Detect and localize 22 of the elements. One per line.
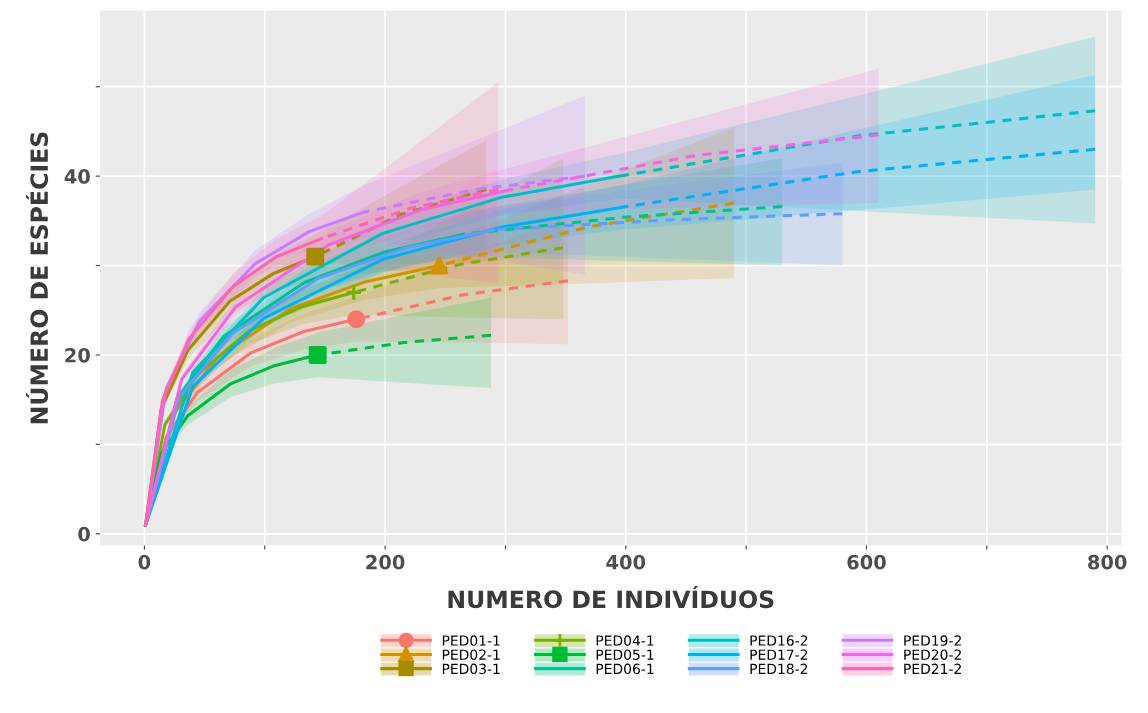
legend-label: PED02-1 xyxy=(442,649,500,660)
y-tick-label: 0 xyxy=(78,526,90,542)
legend-label: PED19-2 xyxy=(904,635,961,646)
legend-label: PED17-2 xyxy=(750,649,808,660)
x-tick-label: 400 xyxy=(606,554,646,570)
legend-label: PED03-1 xyxy=(442,663,500,675)
x-tick-label: 800 xyxy=(1088,554,1127,570)
x-tick-label: 0 xyxy=(138,554,151,570)
y-tick-label: 40 xyxy=(64,169,90,184)
legend-label: PED20-2 xyxy=(904,649,961,660)
x-axis-title: NUMERO DE INDIVÍDUOS xyxy=(448,586,774,609)
legend-label: PED06-1 xyxy=(596,663,654,675)
legend-label: PED21-2 xyxy=(904,663,961,674)
legend-label: PED01-1 xyxy=(442,635,500,646)
x-tick-label: 600 xyxy=(847,554,886,570)
legend-label: PED18-2 xyxy=(750,663,808,675)
y-axis-title: NÚMERO DE ESPÉCIES xyxy=(25,132,49,424)
x-tick-label: 200 xyxy=(366,554,405,570)
legend-label: PED16-2 xyxy=(750,635,808,646)
legend-label: PED04-1 xyxy=(596,635,654,646)
legend-label: PED05-1 xyxy=(596,649,654,660)
y-tick-label: 20 xyxy=(65,347,90,363)
